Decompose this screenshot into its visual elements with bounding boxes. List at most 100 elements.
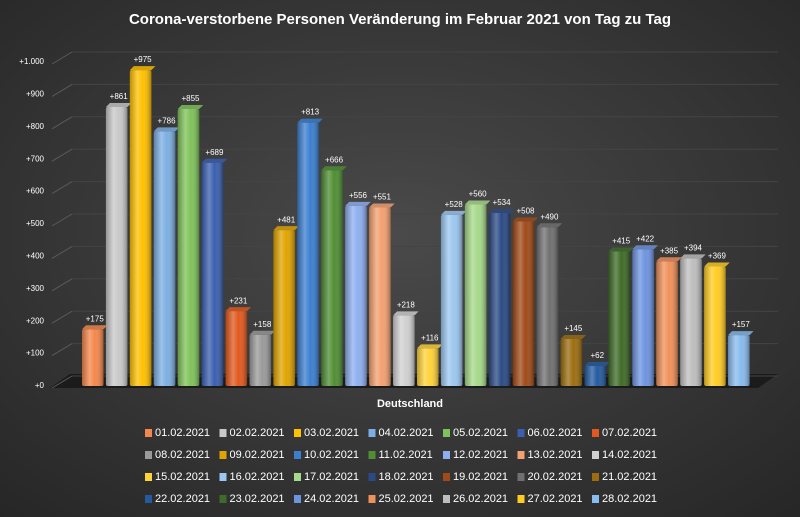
value-label: +689 <box>205 148 224 157</box>
legend-label: 08.02.2021 <box>155 449 210 461</box>
legend-swatch <box>294 473 301 481</box>
value-label: +218 <box>397 300 416 309</box>
bar-shading <box>464 204 487 386</box>
legend-label: 25.02.2021 <box>379 493 434 505</box>
bar-top <box>369 203 395 208</box>
bar-top <box>440 210 467 215</box>
bar-shading <box>105 107 128 386</box>
value-label: +666 <box>325 155 344 164</box>
value-label: +528 <box>445 200 464 209</box>
bar-top <box>345 201 371 206</box>
y-tick-label: +700 <box>26 154 45 163</box>
bar-shading <box>321 170 343 386</box>
value-label: +422 <box>636 234 655 243</box>
bar-top <box>129 66 156 71</box>
value-label: +786 <box>158 116 177 125</box>
legend-swatch <box>219 451 227 459</box>
bar-top <box>464 200 491 205</box>
plot-area: +0 +100 +200 +300 +400 +500 +600 +700 +800 +900 +1… <box>19 51 778 505</box>
legend-label: 22.02.2021 <box>155 493 210 505</box>
grid-line <box>51 375 73 389</box>
legend-swatch <box>219 429 227 437</box>
bar-shading <box>249 334 272 386</box>
legend-swatch <box>294 451 301 459</box>
grid-line <box>51 278 73 292</box>
bar-shading <box>82 329 104 386</box>
legend-swatch <box>145 473 152 481</box>
legend-swatch <box>219 495 227 503</box>
y-tick-label: +300 <box>26 284 45 293</box>
legend-swatch <box>592 495 599 503</box>
bar-top <box>249 330 276 335</box>
bar-shading <box>704 266 726 386</box>
bar-shading <box>153 131 176 386</box>
legend-label: 14.02.2021 <box>602 449 657 461</box>
value-label: +157 <box>732 320 751 329</box>
grid-line <box>51 245 73 259</box>
bar-shading <box>608 251 630 386</box>
grid-line <box>51 83 73 97</box>
bar-top <box>632 245 658 250</box>
legend-swatch <box>443 429 450 437</box>
bar-shading <box>440 214 463 386</box>
grid-line <box>51 148 73 162</box>
y-tick-label: +1.000 <box>19 57 44 66</box>
legend-label: 02.02.2021 <box>230 427 285 439</box>
value-label: +62 <box>590 351 604 360</box>
legend-label: 10.02.2021 <box>304 449 359 461</box>
legend-label: 06.02.2021 <box>528 427 583 439</box>
bar-shading <box>393 315 415 386</box>
legend-label: 28.02.2021 <box>602 493 657 505</box>
value-label: +145 <box>564 324 583 333</box>
grid-line <box>51 343 73 357</box>
bar-shading <box>584 365 607 386</box>
bar-shading <box>417 348 439 386</box>
bar-top <box>201 158 228 163</box>
value-label: +560 <box>469 190 488 199</box>
value-label: +975 <box>134 55 153 64</box>
legend-swatch <box>443 451 450 459</box>
y-tick-label: +0 <box>35 381 45 390</box>
legend-label: 19.02.2021 <box>453 471 508 483</box>
bar-shading <box>129 70 152 386</box>
legend-label: 20.02.2021 <box>528 471 583 483</box>
value-label: +534 <box>493 198 512 207</box>
bar-shading <box>297 122 319 386</box>
legend-swatch <box>443 495 450 503</box>
y-tick-label: +500 <box>26 219 45 228</box>
value-label: +175 <box>86 314 105 323</box>
legend-swatch <box>592 451 599 459</box>
bar-top <box>82 325 108 330</box>
grid-line <box>51 213 73 227</box>
bar-top <box>680 254 706 259</box>
legend-label: 09.02.2021 <box>230 449 285 461</box>
value-label: +855 <box>181 94 200 103</box>
value-label: +551 <box>373 193 392 202</box>
bar-top <box>728 331 754 336</box>
bar-shading <box>632 249 654 386</box>
bar-top <box>656 257 682 262</box>
legend-label: 27.02.2021 <box>528 493 583 505</box>
bar-top <box>273 226 299 231</box>
bar-top <box>393 311 419 316</box>
legend-swatch <box>368 473 376 481</box>
legend-swatch <box>592 473 599 481</box>
value-label: +813 <box>301 108 320 117</box>
grid-line <box>51 116 73 130</box>
bar-shading <box>536 227 559 386</box>
bar-shading <box>273 230 295 386</box>
y-tick-label: +900 <box>26 90 45 99</box>
value-label: +508 <box>516 207 535 216</box>
grid-line <box>51 51 73 65</box>
legend-label: 01.02.2021 <box>155 427 210 439</box>
bar-top <box>512 217 539 222</box>
legend-swatch <box>368 451 376 459</box>
legend-swatch <box>517 429 525 437</box>
bar-top <box>608 247 634 252</box>
bar-shading <box>177 108 200 386</box>
bar-top <box>417 344 443 349</box>
legend-swatch <box>145 495 152 503</box>
bar-top <box>584 361 611 366</box>
y-tick-label: +200 <box>26 316 45 325</box>
legend-swatch <box>294 495 301 503</box>
